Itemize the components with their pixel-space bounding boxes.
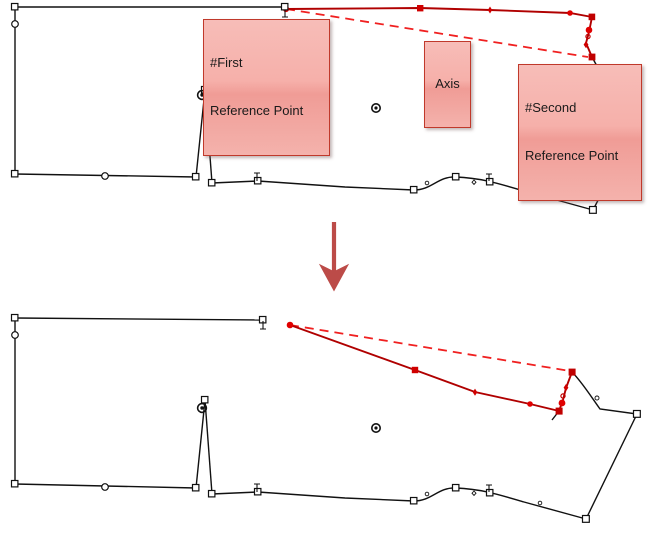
notch-marks-after	[254, 321, 492, 492]
grain-marker-after	[370, 422, 381, 433]
panel-before-rotation	[10, 2, 642, 214]
curve-controls-after	[424, 395, 600, 506]
callout-line-1: #First	[210, 55, 243, 70]
callout-line-2: Reference Point	[210, 103, 304, 118]
selected-edge-after	[289, 324, 573, 412]
callout-line-1: #Second	[525, 100, 577, 115]
panel-after-rotation	[10, 313, 641, 523]
callout-axis: Axis	[424, 41, 471, 128]
dart-marker-after	[196, 402, 208, 414]
selected-nodes-after	[286, 321, 576, 415]
notch-marks-before	[254, 10, 492, 181]
pattern-nodes-after	[10, 313, 641, 523]
callout-line-2: Reference Point	[525, 148, 619, 163]
callout-first-reference-point: #First Reference Point	[203, 19, 330, 156]
callout-line-1: Axis	[435, 76, 460, 91]
axis-line-after	[289, 324, 571, 372]
grain-marker-before	[370, 103, 381, 114]
callout-second-reference-point: #Second Reference Point	[518, 64, 642, 201]
pattern-outline-after	[14, 317, 638, 520]
axis-line-before	[285, 8, 589, 58]
